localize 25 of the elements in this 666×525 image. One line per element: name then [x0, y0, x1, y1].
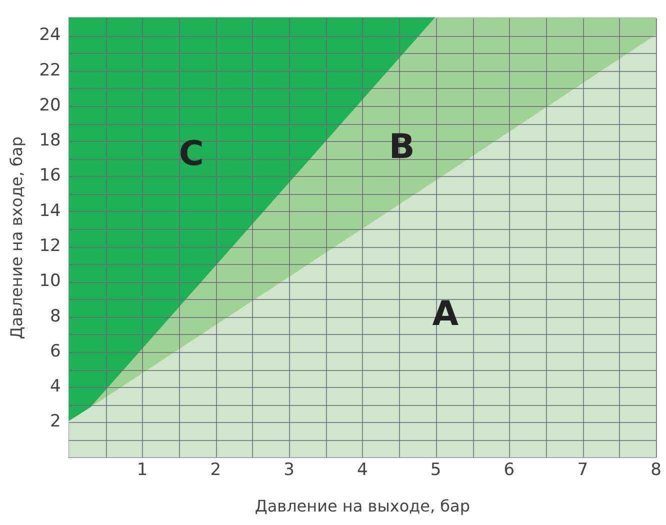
y-tick-label: 4: [50, 376, 61, 397]
y-tick-label: 6: [50, 341, 61, 362]
x-tick-label: 7: [577, 460, 588, 480]
y-tick-label: 2: [50, 412, 61, 432]
y-tick-label: 18: [39, 130, 61, 151]
y-tick-label: 14: [39, 200, 61, 221]
x-tick-label: 1: [136, 460, 148, 480]
y-tick-label: 16: [39, 166, 61, 186]
x-axis-title: Давление на выходе, бар: [254, 496, 470, 516]
series-label: B: [388, 126, 415, 167]
series-label: A: [432, 294, 460, 334]
x-tick-label: 6: [504, 460, 515, 480]
y-tick-label: 12: [39, 236, 61, 256]
y-tick-label: 22: [39, 60, 61, 80]
y-axis-title: Давление на входе, бар: [6, 136, 26, 340]
x-tick-label: 5: [430, 460, 442, 480]
y-tick-label: 20: [39, 95, 61, 116]
x-tick-label: 8: [650, 460, 662, 480]
y-tick-label: 8: [50, 306, 61, 326]
x-tick-label: 4: [357, 460, 368, 480]
x-tick-label: 2: [210, 460, 222, 480]
y-tick-label: 24: [39, 25, 61, 46]
x-tick-label: 3: [284, 460, 294, 480]
y-tick-label: 10: [39, 271, 61, 292]
series-label: C: [178, 134, 204, 174]
